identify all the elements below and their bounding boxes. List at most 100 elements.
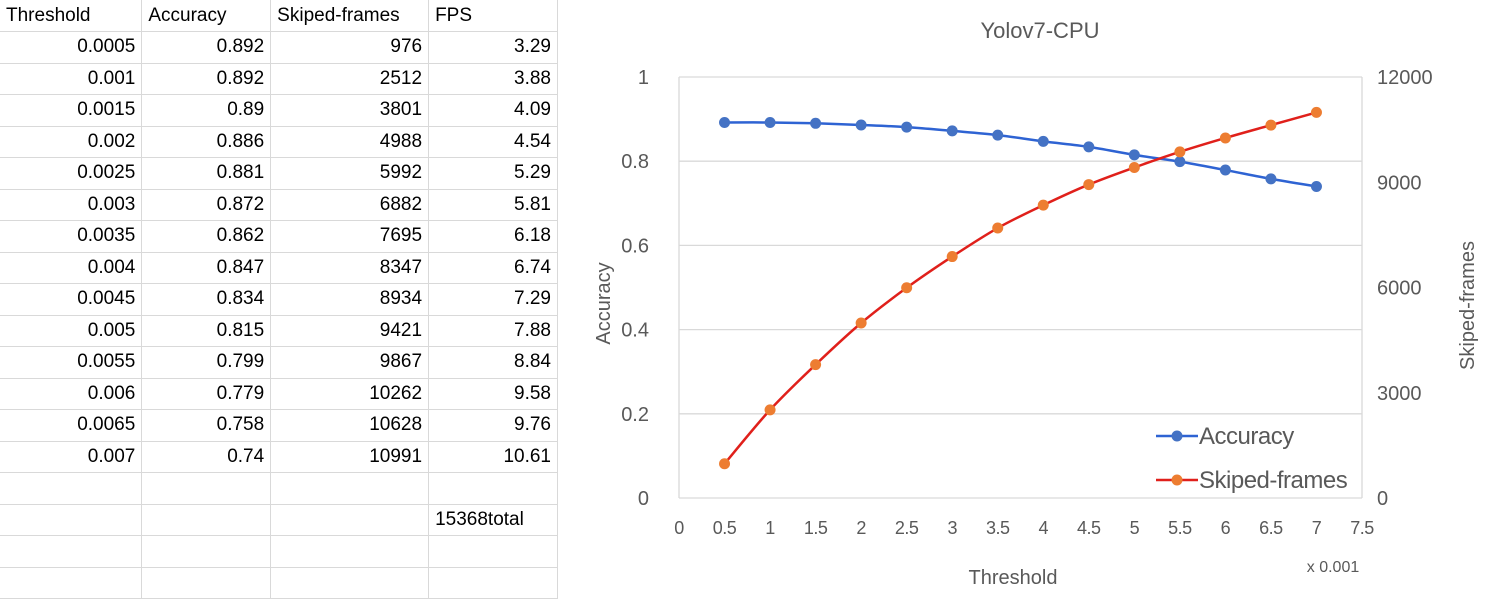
table-cell[interactable]: 7695 (270, 220, 430, 253)
chart-area: Yolov7-CPU 0 0.2 0.4 0.6 0.8 1 0 3000 6000 9000 120… (558, 0, 1492, 596)
y-left-tick-label: 0.8 (621, 151, 649, 173)
table-cell[interactable]: 0.001 (0, 62, 143, 95)
table-cell-empty[interactable] (0, 566, 143, 599)
data-point-skiped-frames (1083, 179, 1095, 191)
table-cell[interactable]: 2512 (270, 62, 430, 95)
table-cell[interactable]: 9.76 (428, 409, 558, 442)
table-cell[interactable]: 8347 (270, 251, 430, 284)
table-cell-empty[interactable] (428, 566, 558, 599)
column-header[interactable]: FPS (428, 0, 558, 32)
table-cell-empty[interactable] (428, 472, 558, 505)
data-point-skiped-frames (764, 404, 776, 416)
table-cell[interactable]: 0.0035 (0, 220, 143, 253)
table-cell[interactable]: 0.886 (141, 125, 272, 158)
table-cell[interactable]: 4.09 (428, 94, 558, 127)
table-cell[interactable]: 8.84 (428, 346, 558, 379)
table-cell[interactable]: 0.003 (0, 188, 143, 221)
table-cell[interactable]: 0.815 (141, 314, 272, 347)
x-tick-label: 1.5 (804, 518, 828, 538)
table-cell[interactable]: 0.007 (0, 440, 143, 473)
table-cell[interactable]: 10.61 (428, 440, 558, 473)
table-cell[interactable]: 4.54 (428, 125, 558, 158)
data-point-accuracy (946, 125, 958, 137)
table-cell-empty[interactable] (141, 503, 272, 536)
table-cell[interactable]: 5992 (270, 157, 430, 190)
table-cell[interactable]: 7.88 (428, 314, 558, 347)
table-cell[interactable]: 6882 (270, 188, 430, 221)
table-cell[interactable]: 0.002 (0, 125, 143, 158)
table-cell[interactable]: 0.004 (0, 251, 143, 284)
table-cell-empty[interactable] (270, 535, 430, 568)
table-cell[interactable]: 0.0055 (0, 346, 143, 379)
table-cell[interactable]: 4988 (270, 125, 430, 158)
table-cell[interactable]: 0.799 (141, 346, 272, 379)
y-left-tick-label: 0 (638, 488, 649, 510)
total-note-cell[interactable]: 15368total (428, 503, 558, 536)
data-point-accuracy (855, 119, 867, 131)
table-cell[interactable]: 3801 (270, 94, 430, 127)
x-tick-label: 2 (856, 518, 866, 538)
column-header[interactable]: Threshold (0, 0, 143, 32)
table-cell[interactable]: 0.0015 (0, 94, 143, 127)
legend-marker-skiped-frames (1171, 474, 1183, 486)
table-cell[interactable]: 8934 (270, 283, 430, 316)
table-cell-empty[interactable] (141, 566, 272, 599)
table-cell[interactable]: 0.74 (141, 440, 272, 473)
table-cell[interactable]: 0.758 (141, 409, 272, 442)
table-cell[interactable]: 0.005 (0, 314, 143, 347)
table-cell-empty[interactable] (428, 535, 558, 568)
table-row: 0.002 0.886 4988 4.54 (0, 125, 558, 158)
table-cell[interactable]: 10628 (270, 409, 430, 442)
table-cell[interactable]: 5.81 (428, 188, 558, 221)
column-header[interactable]: Accuracy (141, 0, 272, 32)
table-cell[interactable]: 0.0025 (0, 157, 143, 190)
legend-label-accuracy[interactable]: Accuracy (1199, 423, 1295, 450)
legend-label-skiped-frames[interactable]: Skiped-frames (1199, 467, 1348, 494)
table-cell[interactable]: 9867 (270, 346, 430, 379)
table-header-row: Threshold Accuracy Skiped-frames FPS (0, 0, 558, 32)
table-cell-empty[interactable] (270, 566, 430, 599)
table-row: 0.0015 0.89 3801 4.09 (0, 94, 558, 127)
y-left-tick-label: 0.2 (621, 404, 649, 426)
table-cell[interactable]: 0.006 (0, 377, 143, 410)
table-cell[interactable]: 3.29 (428, 31, 558, 64)
table-cell[interactable]: 0.0005 (0, 31, 143, 64)
table-cell[interactable]: 0.892 (141, 62, 272, 95)
table-row: 0.0055 0.799 9867 8.84 (0, 346, 558, 379)
table-cell[interactable]: 9.58 (428, 377, 558, 410)
table-cell-empty[interactable] (141, 472, 272, 505)
column-header[interactable]: Skiped-frames (270, 0, 430, 32)
table-cell[interactable]: 3.88 (428, 62, 558, 95)
table-cell-empty[interactable] (0, 535, 143, 568)
table-cell[interactable]: 10991 (270, 440, 430, 473)
table-cell[interactable]: 0.89 (141, 94, 272, 127)
table-cell[interactable]: 0.847 (141, 251, 272, 284)
table-cell[interactable]: 976 (270, 31, 430, 64)
table-cell[interactable]: 10262 (270, 377, 430, 410)
table-cell[interactable]: 0.0065 (0, 409, 143, 442)
table-cell[interactable]: 0.881 (141, 157, 272, 190)
table-cell[interactable]: 6.74 (428, 251, 558, 284)
table-cell-empty[interactable] (0, 503, 143, 536)
table-cell[interactable]: 0.862 (141, 220, 272, 253)
data-point-skiped-frames (1174, 146, 1186, 158)
table-cell-empty[interactable] (141, 535, 272, 568)
table-cell[interactable]: 5.29 (428, 157, 558, 190)
table-cell[interactable]: 0.892 (141, 31, 272, 64)
x-tick-label: 6 (1221, 518, 1231, 538)
table-cell[interactable]: 0.779 (141, 377, 272, 410)
table-cell-empty[interactable] (270, 472, 430, 505)
table-row: 0.0035 0.862 7695 6.18 (0, 220, 558, 253)
x-tick-label: 6.5 (1259, 518, 1283, 538)
table-cell[interactable]: 9421 (270, 314, 430, 347)
table-cell[interactable]: 0.0045 (0, 283, 143, 316)
table-cell-empty[interactable] (270, 503, 430, 536)
table-cell[interactable]: 0.872 (141, 188, 272, 221)
table-cell[interactable]: 7.29 (428, 283, 558, 316)
table-cell[interactable]: 0.834 (141, 283, 272, 316)
table-cell-empty[interactable] (0, 472, 143, 505)
data-point-accuracy (992, 129, 1004, 141)
table-row: 0.003 0.872 6882 5.81 (0, 188, 558, 221)
table-cell[interactable]: 6.18 (428, 220, 558, 253)
y-right-tick-label: 6000 (1377, 278, 1422, 300)
